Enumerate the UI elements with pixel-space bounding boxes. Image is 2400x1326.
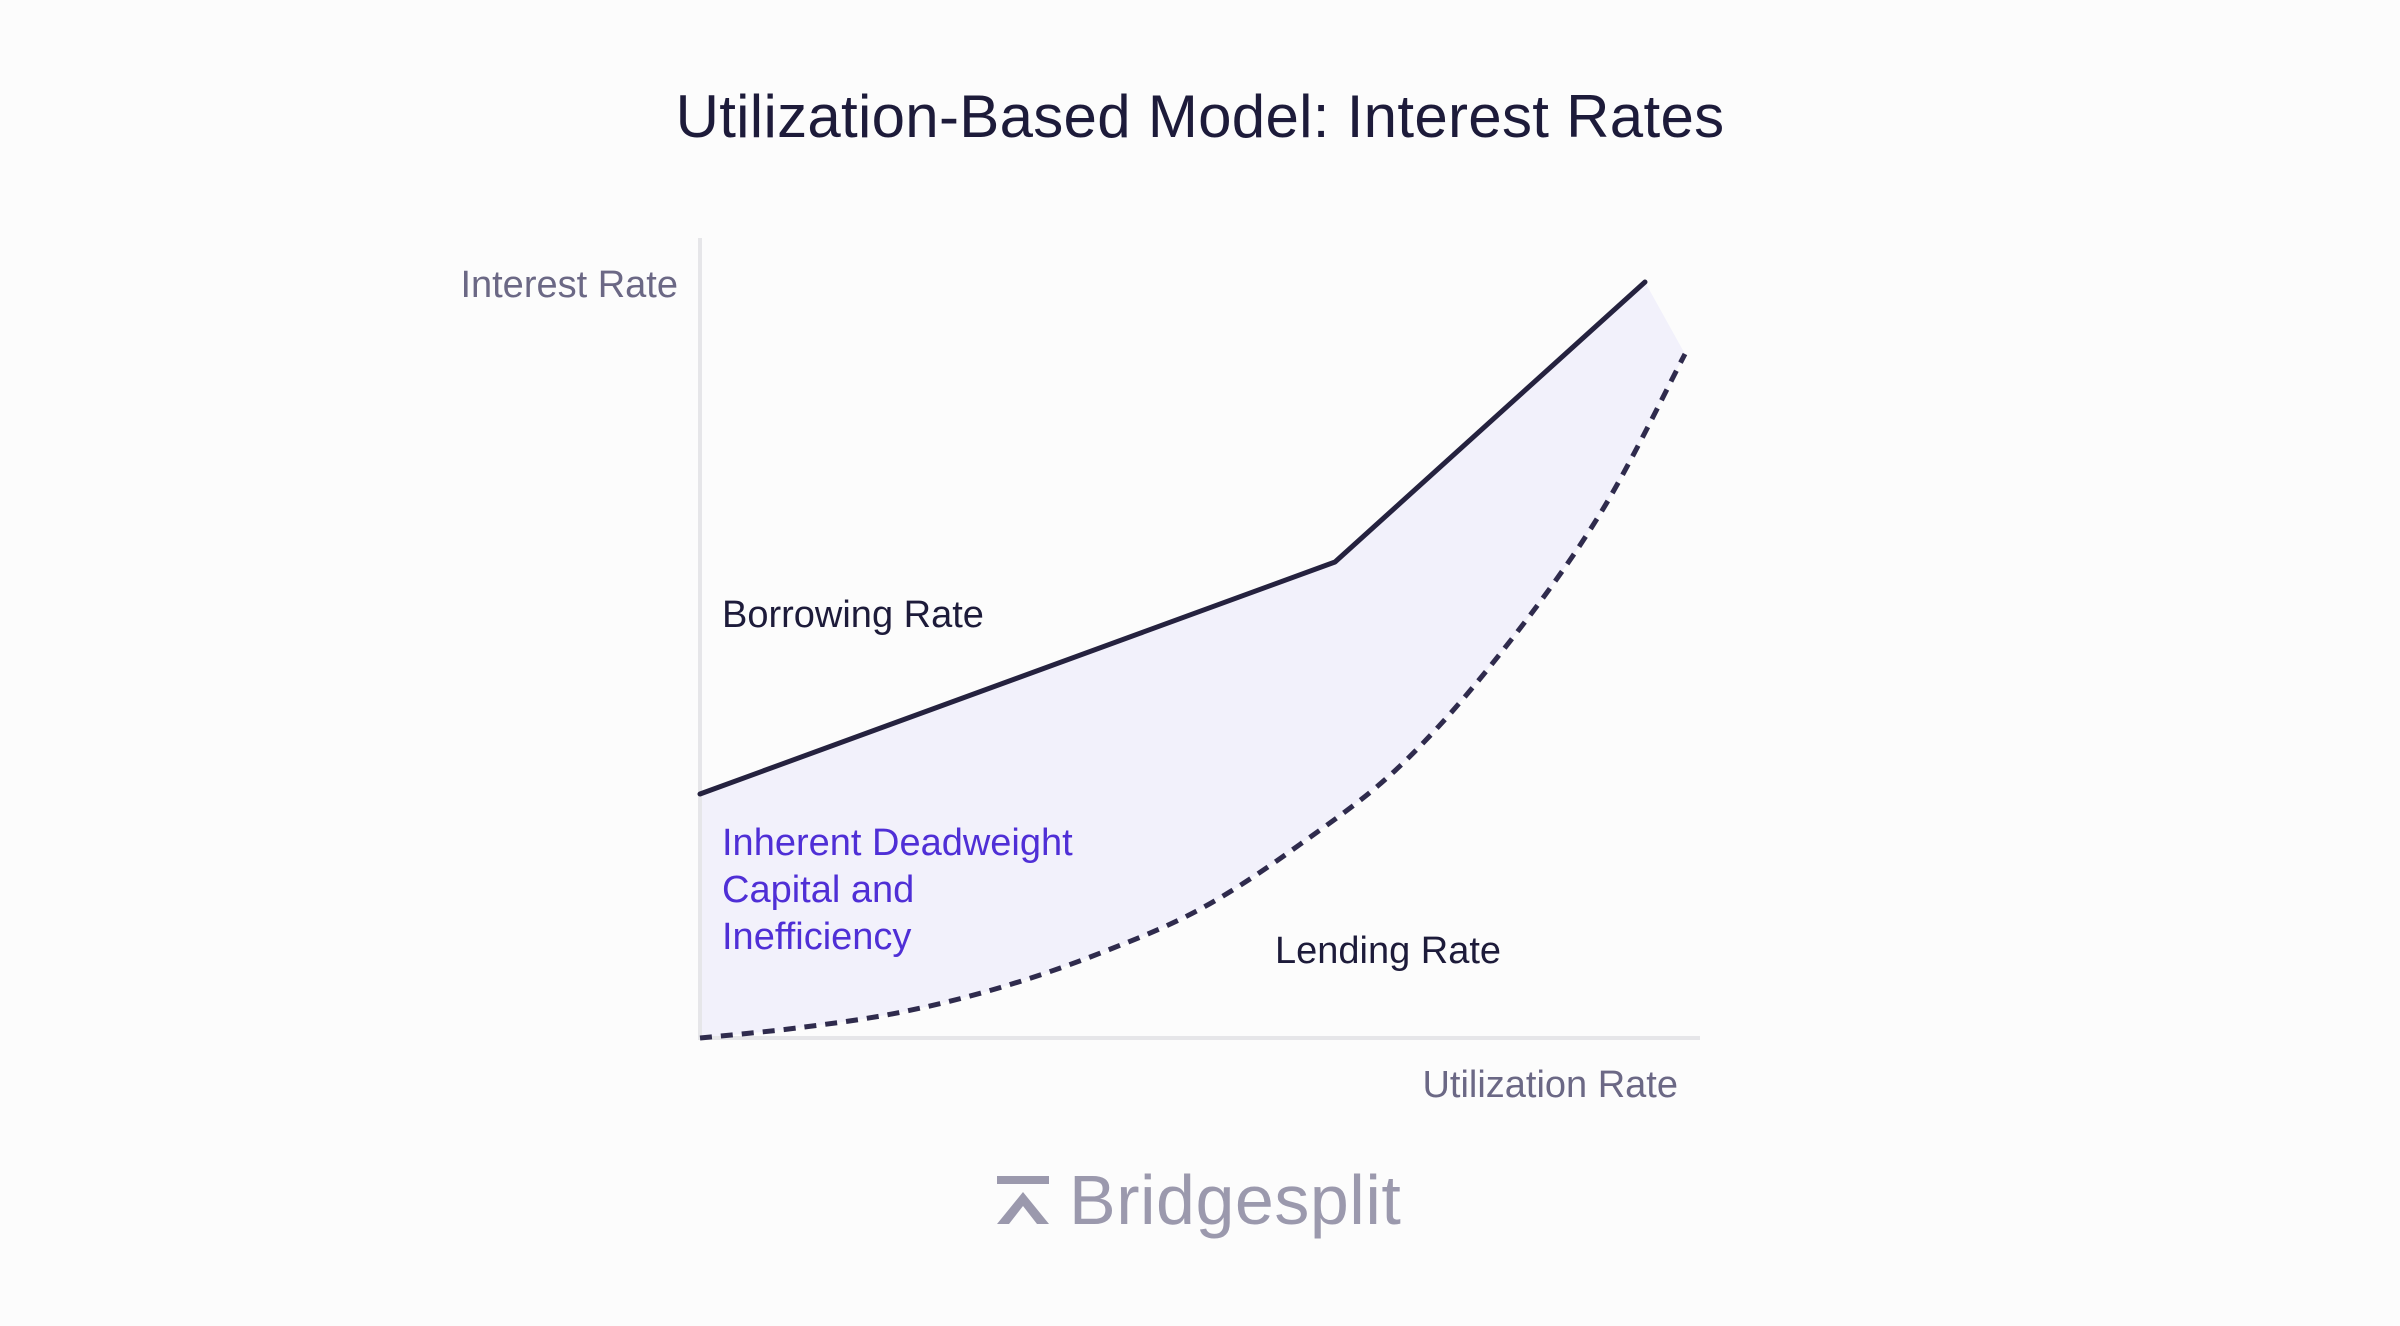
deadweight-label-line: Inherent Deadweight <box>722 822 1073 864</box>
borrowing-rate-label: Borrowing Rate <box>722 594 984 636</box>
bridgesplit-logo-icon <box>997 1176 1049 1224</box>
brand: Bridgesplit <box>995 1160 1401 1240</box>
brand-name: Bridgesplit <box>1069 1161 1402 1239</box>
chart-title: Utilization-Based Model: Interest Rates <box>675 83 1725 150</box>
deadweight-label-line: Capital and <box>722 869 914 911</box>
x-axis-label: Utilization Rate <box>1422 1064 1678 1106</box>
borrowing-rate-line <box>697 279 1648 797</box>
lending-rate-line <box>699 352 1688 1041</box>
deadweight-label-line: Inefficiency <box>722 916 911 958</box>
deadweight-label: Inherent Deadweight Capital and Inefficien… <box>722 822 1073 958</box>
y-axis-label: Interest Rate <box>460 264 678 306</box>
lending-rate-label: Lending Rate <box>1275 930 1501 972</box>
